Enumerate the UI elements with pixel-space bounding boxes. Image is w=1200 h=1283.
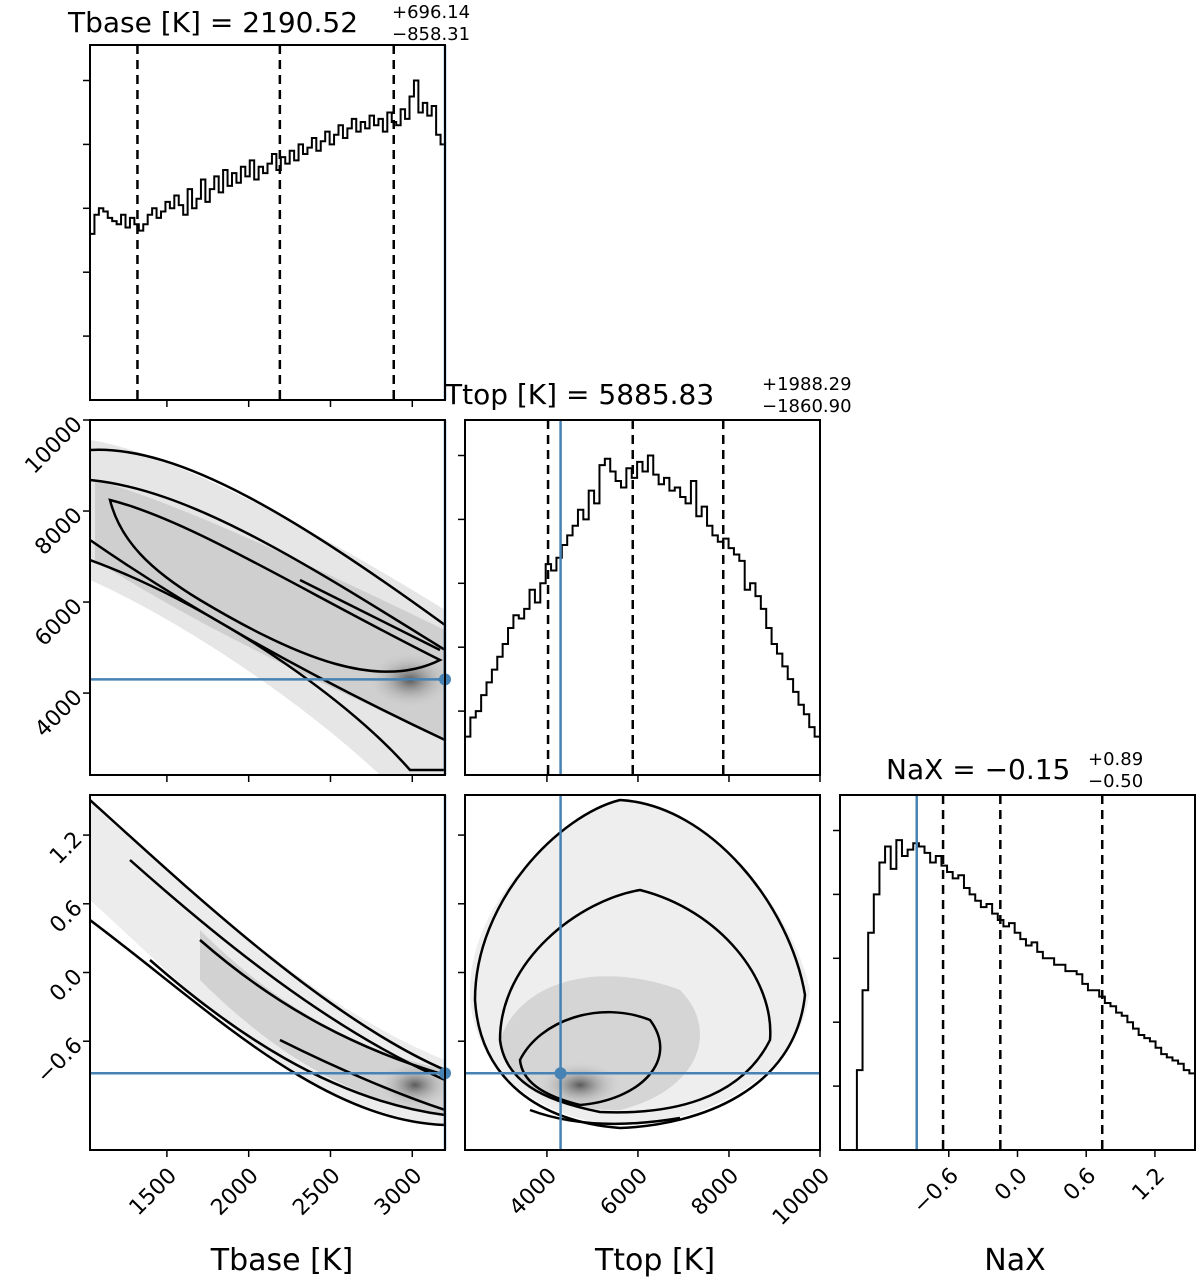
xtick-label-tbase: 2500 bbox=[288, 1163, 345, 1220]
ytick-label-ttop: 6000 bbox=[30, 594, 87, 651]
title-ttop-plus: +1988.29 bbox=[762, 374, 852, 395]
axis-frame-nax-hist bbox=[839, 794, 1196, 1151]
axis-frame-ttop-hist bbox=[464, 419, 821, 776]
ytick-label-ttop: 8000 bbox=[30, 503, 87, 560]
title-ttop: Ttop [K] = 5885.83 bbox=[444, 378, 714, 411]
title-tbase: Tbase [K] = 2190.52 bbox=[67, 6, 358, 39]
xtick-label-tbase: 2000 bbox=[207, 1163, 264, 1220]
ytick-label-nax: 1.2 bbox=[45, 827, 87, 869]
title-ttop-minus: −1860.90 bbox=[762, 396, 852, 417]
xtick-label-tbase: 3000 bbox=[370, 1163, 427, 1220]
x-axis-label-ttop: Ttop [K] bbox=[594, 1243, 715, 1278]
ytick-label-nax: 0.6 bbox=[45, 896, 87, 938]
xtick-label-ttop: 10000 bbox=[768, 1163, 835, 1230]
xtick-label-ttop: 4000 bbox=[505, 1163, 562, 1220]
axis-frame-ttop-nax bbox=[464, 794, 821, 1151]
histogram-nax bbox=[840, 839, 1195, 1151]
xtick-label-tbase: 1500 bbox=[125, 1163, 182, 1220]
ytick-label-nax: −0.6 bbox=[32, 1033, 87, 1088]
axis-frame-tbase-ttop bbox=[89, 419, 446, 776]
axis-frame-tbase-hist bbox=[89, 44, 446, 401]
x-axis-label-nax: NaX bbox=[984, 1243, 1045, 1278]
x-axis-label-tbase: Tbase [K] bbox=[210, 1243, 353, 1278]
axes-frames bbox=[89, 44, 1196, 1151]
xtick-label-nax: 0.6 bbox=[1059, 1163, 1101, 1205]
histogram-tbase bbox=[90, 79, 445, 235]
ytick-label-nax: 0.0 bbox=[45, 965, 87, 1007]
xtick-label-nax: 0.0 bbox=[990, 1163, 1032, 1205]
axis-frame-tbase-nax bbox=[89, 794, 446, 1151]
xtick-label-ttop: 8000 bbox=[687, 1163, 744, 1220]
ytick-label-ttop: 10000 bbox=[21, 412, 88, 479]
truth-point-ttop-nax bbox=[554, 1067, 567, 1080]
ytick-label-ttop: 4000 bbox=[30, 685, 87, 742]
title-tbase-minus: −858.31 bbox=[392, 24, 470, 45]
xtick-label-ttop: 6000 bbox=[596, 1163, 653, 1220]
title-nax-plus: +0.89 bbox=[1088, 749, 1143, 770]
histogram-ttop bbox=[465, 454, 820, 738]
density-ttop-nax bbox=[465, 795, 820, 1150]
density-tbase-ttop bbox=[90, 420, 445, 775]
title-nax-minus: −0.50 bbox=[1088, 771, 1143, 792]
title-nax: NaX = −0.15 bbox=[886, 753, 1070, 786]
title-tbase-plus: +696.14 bbox=[392, 2, 470, 23]
xtick-label-nax: −0.6 bbox=[908, 1163, 963, 1218]
xtick-label-nax: 1.2 bbox=[1128, 1163, 1170, 1205]
